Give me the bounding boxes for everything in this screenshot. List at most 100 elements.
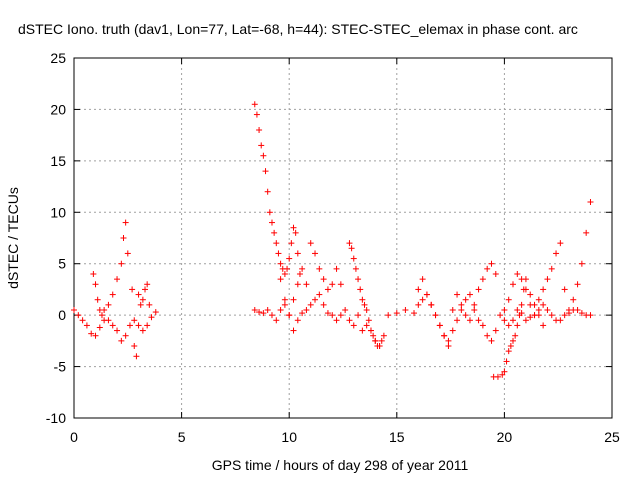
data-point [131, 343, 138, 349]
data-point [126, 322, 133, 329]
data-point [320, 276, 327, 283]
data-point [380, 332, 387, 339]
data-point [484, 332, 491, 339]
data-point [286, 255, 293, 262]
data-point [423, 291, 430, 298]
data-point [275, 250, 282, 257]
data-point [294, 317, 301, 324]
data-point [292, 229, 299, 236]
data-point [268, 312, 275, 319]
data-point [299, 310, 306, 317]
data-point [288, 240, 295, 247]
data-point [109, 322, 116, 329]
y-tick-label: 15 [50, 153, 66, 169]
data-point [137, 301, 144, 308]
data-point [264, 307, 271, 313]
data-point [557, 240, 564, 247]
data-point [462, 296, 469, 303]
data-point [264, 188, 271, 195]
data-point [299, 265, 306, 272]
data-point [333, 265, 340, 272]
data-point [148, 314, 155, 321]
data-point [419, 276, 426, 283]
data-point [540, 286, 547, 293]
data-point [105, 301, 112, 308]
x-tick-label: 5 [178, 429, 186, 445]
data-point [475, 317, 482, 324]
data-point [419, 296, 426, 303]
data-point [124, 250, 131, 257]
data-point [83, 322, 90, 329]
y-tick-label: 0 [58, 307, 66, 323]
data-point [505, 296, 512, 303]
data-point [544, 307, 551, 313]
data-point [350, 322, 357, 329]
data-point [109, 291, 116, 298]
data-point [365, 317, 372, 324]
data-point [294, 250, 301, 257]
data-point [570, 296, 577, 303]
data-point [98, 312, 105, 319]
data-point [449, 307, 456, 313]
data-point [346, 317, 353, 324]
y-tick-label: 20 [50, 101, 66, 117]
grid-layer [74, 58, 612, 418]
data-point [118, 260, 125, 267]
data-point [144, 322, 151, 329]
data-point [131, 317, 138, 324]
plot-frame [73, 57, 613, 419]
data-point [92, 332, 99, 339]
data-point [484, 265, 491, 272]
data-point [501, 368, 508, 375]
data-point [488, 337, 495, 344]
tick-layer: 0 5 10 15 20 25 -10 -5 0 5 10 15 20 25 [46, 50, 620, 445]
data-point [367, 327, 374, 334]
data-point [312, 250, 319, 257]
data-point [441, 332, 448, 339]
data-point [135, 322, 142, 329]
data-point [142, 286, 149, 293]
chart-title: dSTEC Iono. truth (dav1, Lon=77, Lat=-68… [18, 21, 578, 37]
data-point [544, 276, 551, 283]
data-point [514, 307, 521, 313]
data-point [75, 312, 82, 319]
data-point [376, 343, 383, 349]
data-point [479, 322, 486, 329]
data-point [266, 209, 273, 216]
data-point [352, 265, 359, 272]
data-point [122, 332, 129, 339]
data-point [578, 310, 585, 317]
data-point [527, 314, 534, 321]
y-tick-label: 25 [50, 50, 66, 66]
data-point [253, 111, 260, 118]
y-tick-label: 5 [58, 256, 66, 272]
data-point [281, 271, 288, 277]
data-point [535, 307, 542, 313]
data-point [449, 327, 456, 334]
data-point [372, 337, 379, 344]
data-point [79, 317, 86, 324]
data-point [135, 291, 142, 298]
data-point [540, 322, 547, 329]
data-point [411, 310, 418, 317]
data-point [415, 286, 422, 293]
data-point [290, 327, 297, 334]
data-point [114, 276, 121, 283]
data-point [436, 322, 443, 329]
x-axis-title: GPS time / hours of day 298 of year 2011 [212, 457, 469, 473]
data-point [488, 260, 495, 267]
data-point [363, 322, 370, 329]
data-point [139, 327, 146, 334]
data-point [312, 296, 319, 303]
data-point [133, 353, 140, 360]
data-point [316, 265, 323, 272]
data-point [370, 332, 377, 339]
data-point [355, 312, 362, 319]
data-point [527, 291, 534, 298]
data-point [114, 327, 121, 334]
x-tick-label: 15 [389, 429, 405, 445]
data-point [277, 276, 284, 283]
data-point [359, 327, 366, 334]
data-point [256, 309, 263, 316]
data-point [540, 301, 547, 308]
